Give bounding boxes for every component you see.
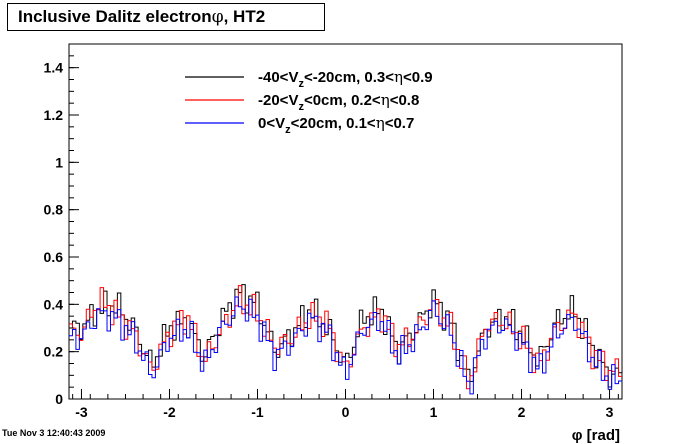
x-tick-label: -2 [163,404,176,420]
legend-label-1: -40<Vz<-20cm, 0.3<η<0.9 [258,68,433,90]
x-tick-label: -1 [251,404,264,420]
series-layer [69,284,622,395]
chart-title: Inclusive Dalitz electronφ, HT2 [7,3,325,31]
series-line-3 [69,296,622,395]
y-tick-label: 0.4 [44,296,64,312]
x-tick-label: 0 [342,404,350,420]
x-tick-label: 2 [518,404,526,420]
y-tick-label: 0.2 [44,344,64,360]
axis-ticks: 0 0.2 0.4 0.6 0.8 1 1.2 1.4 -3 -2 -1 0 1 2 3 [44,43,619,420]
y-tick-label: 0.8 [44,202,64,218]
chart-title-symbol: φ [211,7,224,27]
x-tick-label: 1 [430,404,438,420]
y-tick-label: 0 [55,391,63,407]
chart-title-suffix: , HT2 [223,7,266,26]
timestamp: Tue Nov 3 12:40:43 2009 [2,428,106,438]
x-tick-label: -3 [75,404,88,420]
x-axis-label: φ [rad] [572,427,620,444]
y-tick-label: 0.6 [44,249,64,265]
legend-label-2: -20<Vz<0cm, 0.2<η<0.8 [258,91,419,113]
y-tick-label: 1.4 [44,60,64,76]
legend-label-3: 0<Vz<20cm, 0.1<η<0.7 [258,114,414,136]
legend: -40<Vz<-20cm, 0.3<η<0.9-20<Vz<0cm, 0.2<η… [185,68,433,136]
y-tick-label: 1 [55,154,63,170]
x-tick-label: 3 [606,404,614,420]
y-tick-label: 1.2 [44,107,64,123]
chart-title-prefix: Inclusive Dalitz electron [18,7,212,26]
